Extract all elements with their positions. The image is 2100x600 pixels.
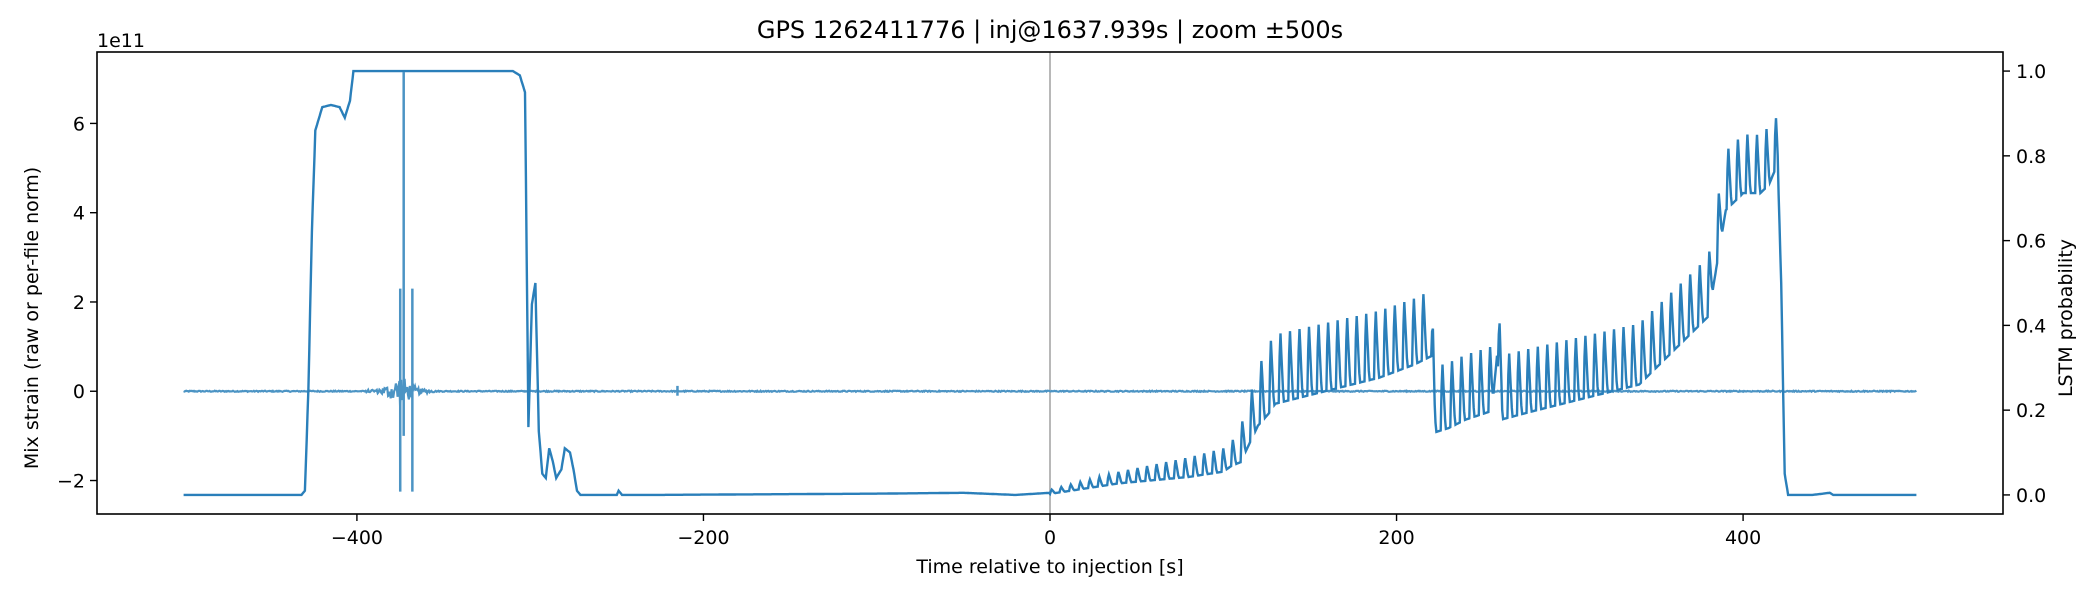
y2-tick-label-5: 1.0 bbox=[2016, 61, 2046, 83]
x-tick-label-0: −400 bbox=[331, 527, 383, 549]
x-tick-label-2: 0 bbox=[1044, 527, 1056, 549]
y2-tick-label-4: 0.8 bbox=[2016, 146, 2046, 168]
chart-title: GPS 1262411776 | inj@1637.939s | zoom ±5… bbox=[757, 16, 1343, 44]
y-tick-label-1: 0 bbox=[73, 381, 85, 403]
y-offset-label: 1e11 bbox=[97, 30, 145, 52]
lstm-probability-line bbox=[183, 69, 1917, 497]
y-tick-label-2: 2 bbox=[73, 292, 85, 314]
y-tick-label-0: −2 bbox=[57, 471, 85, 493]
x-tick-label-1: −200 bbox=[677, 527, 729, 549]
x-tick-label-3: 200 bbox=[1378, 527, 1414, 549]
plot-area: −400 −200 0 200 400 −2 0 2 4 6 0.0 0.2 0.4 0.6 0.8 1.0 bbox=[57, 51, 2046, 549]
y2-tick-label-1: 0.2 bbox=[2016, 400, 2046, 422]
y2-tick-label-2: 0.4 bbox=[2016, 315, 2046, 337]
y2-tick-label-0: 0.0 bbox=[2016, 485, 2046, 507]
strain-series-line bbox=[183, 378, 1917, 410]
y2-tick-label-3: 0.6 bbox=[2016, 231, 2046, 253]
y-tick-label-3: 4 bbox=[73, 203, 85, 225]
y-axis-label: Mix strain (raw or per-file norm) bbox=[21, 167, 43, 469]
x-tick-label-4: 400 bbox=[1725, 527, 1761, 549]
y-tick-label-4: 6 bbox=[73, 113, 85, 135]
y2-axis-label: LSTM probability bbox=[2055, 239, 2077, 397]
x-axis-label: Time relative to injection [s] bbox=[915, 556, 1183, 578]
